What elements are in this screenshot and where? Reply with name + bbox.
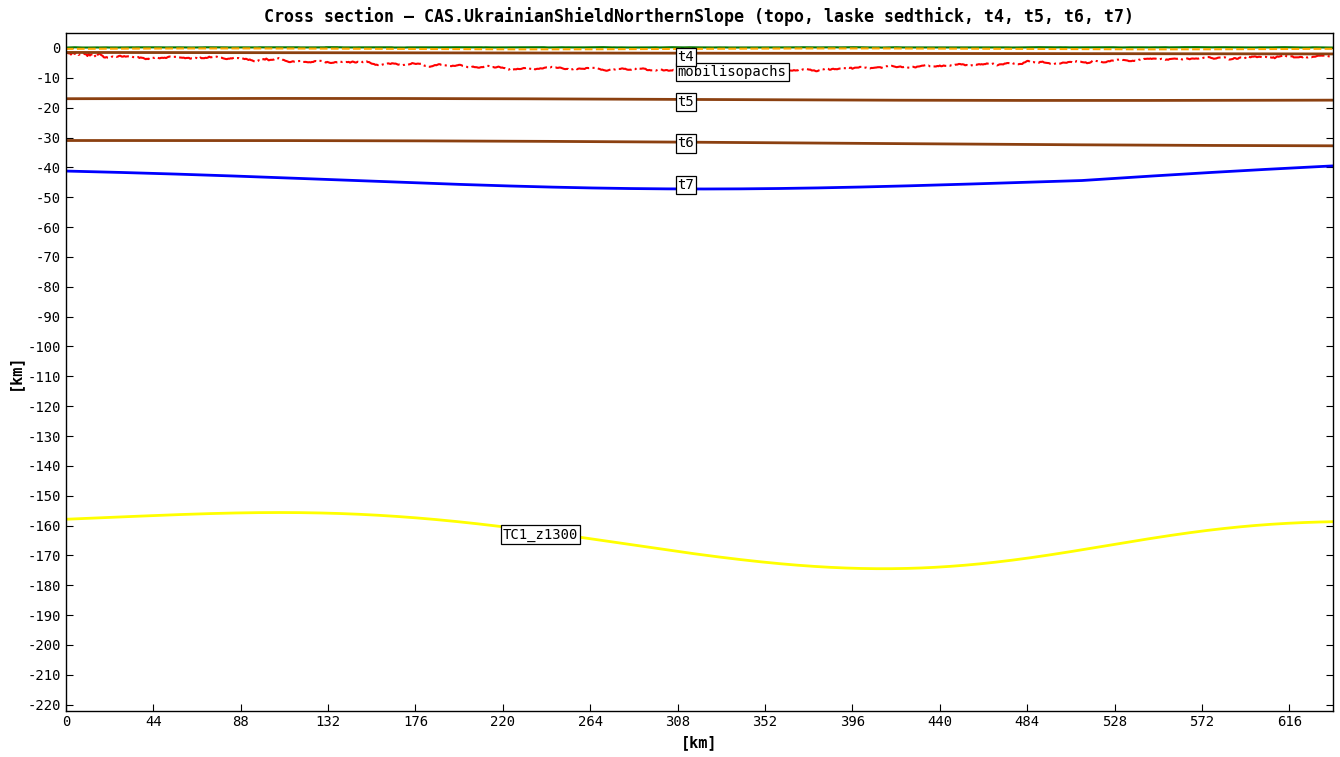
Text: t6: t6	[678, 136, 694, 151]
Title: Cross section – CAS.UkrainianShieldNorthernSlope (topo, laske sedthick, t4, t5, : Cross section – CAS.UkrainianShieldNorth…	[264, 7, 1135, 26]
Text: t7: t7	[678, 179, 694, 192]
Text: TC1_z1300: TC1_z1300	[502, 528, 578, 541]
Y-axis label: [km]: [km]	[7, 354, 21, 390]
Text: t5: t5	[678, 95, 694, 109]
Text: mobilisopachs: mobilisopachs	[678, 65, 787, 79]
X-axis label: [km]: [km]	[681, 735, 718, 750]
Text: t4: t4	[678, 50, 694, 64]
